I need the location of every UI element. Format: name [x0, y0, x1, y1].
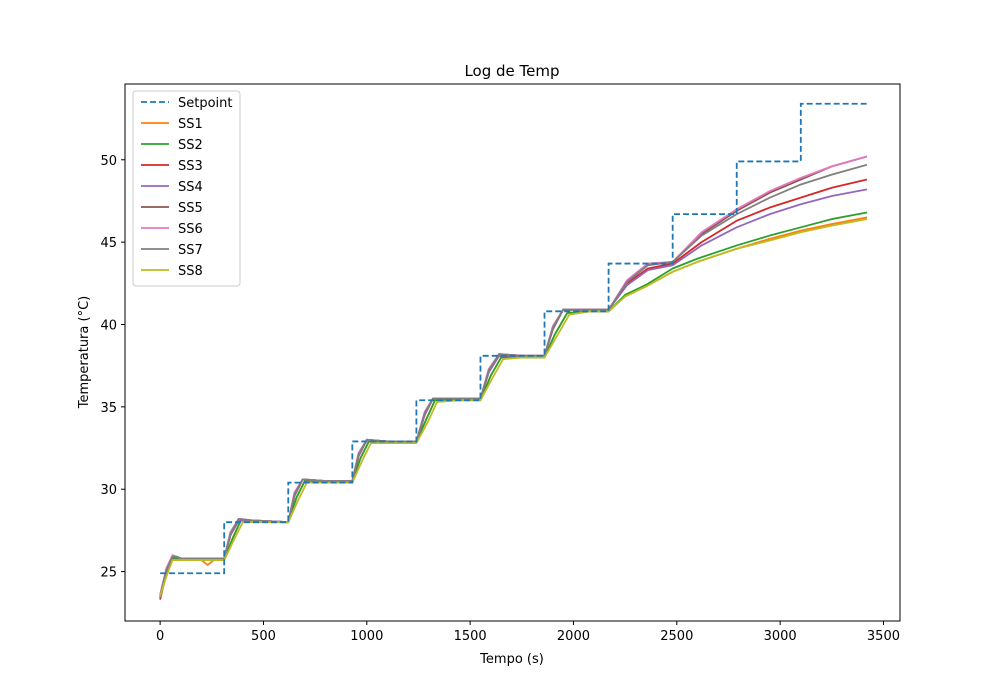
legend-label-ss1: SS1	[178, 117, 203, 132]
legend-label-ss5: SS5	[178, 201, 203, 216]
legend-label-setpoint: Setpoint	[178, 96, 233, 111]
y-axis: 25 30 35 40 45 50	[100, 154, 125, 581]
setpoint-line	[160, 102, 867, 575]
x-tick-label: 500	[251, 629, 276, 644]
plot-lines	[159, 102, 868, 600]
x-axis: 0 500 1000 1500 2000 2500 3000 3500	[156, 621, 900, 644]
legend-label-ss8: SS8	[178, 264, 203, 279]
legend-label-ss7: SS7	[178, 243, 203, 258]
y-tick-label: 30	[100, 483, 117, 498]
chart-title: Log de Temp	[464, 62, 559, 80]
y-tick-label: 40	[100, 318, 117, 333]
x-tick-label: 1500	[454, 629, 487, 644]
x-tick-label: 2500	[660, 629, 693, 644]
series-line-ss8	[159, 218, 868, 597]
legend-label-ss2: SS2	[178, 138, 203, 153]
legend-label-ss4: SS4	[178, 180, 203, 195]
plot-frame	[124, 83, 901, 622]
x-axis-title: Tempo (s)	[479, 652, 544, 667]
legend: Setpoint SS1 SS2 SS3 SS4 SS5 SS6 SS7 SS8	[132, 90, 241, 287]
legend-box	[132, 90, 241, 287]
y-tick-label: 35	[100, 401, 117, 416]
legend-label-ss6: SS6	[178, 222, 203, 237]
y-tick-label: 25	[100, 566, 117, 581]
legend-label-ss3: SS3	[178, 159, 203, 174]
series-line-ss7	[159, 163, 868, 597]
series-line-ss2	[159, 211, 868, 597]
x-tick-label: 3500	[867, 629, 900, 644]
x-tick-label: 2000	[557, 629, 590, 644]
x-tick-label: 1000	[350, 629, 383, 644]
x-tick-label: 0	[156, 629, 164, 644]
y-tick-label: 50	[100, 154, 117, 169]
y-tick-label: 45	[100, 236, 117, 251]
y-axis-title: Temperatura (°C)	[77, 296, 92, 409]
x-tick-label: 3000	[764, 629, 797, 644]
